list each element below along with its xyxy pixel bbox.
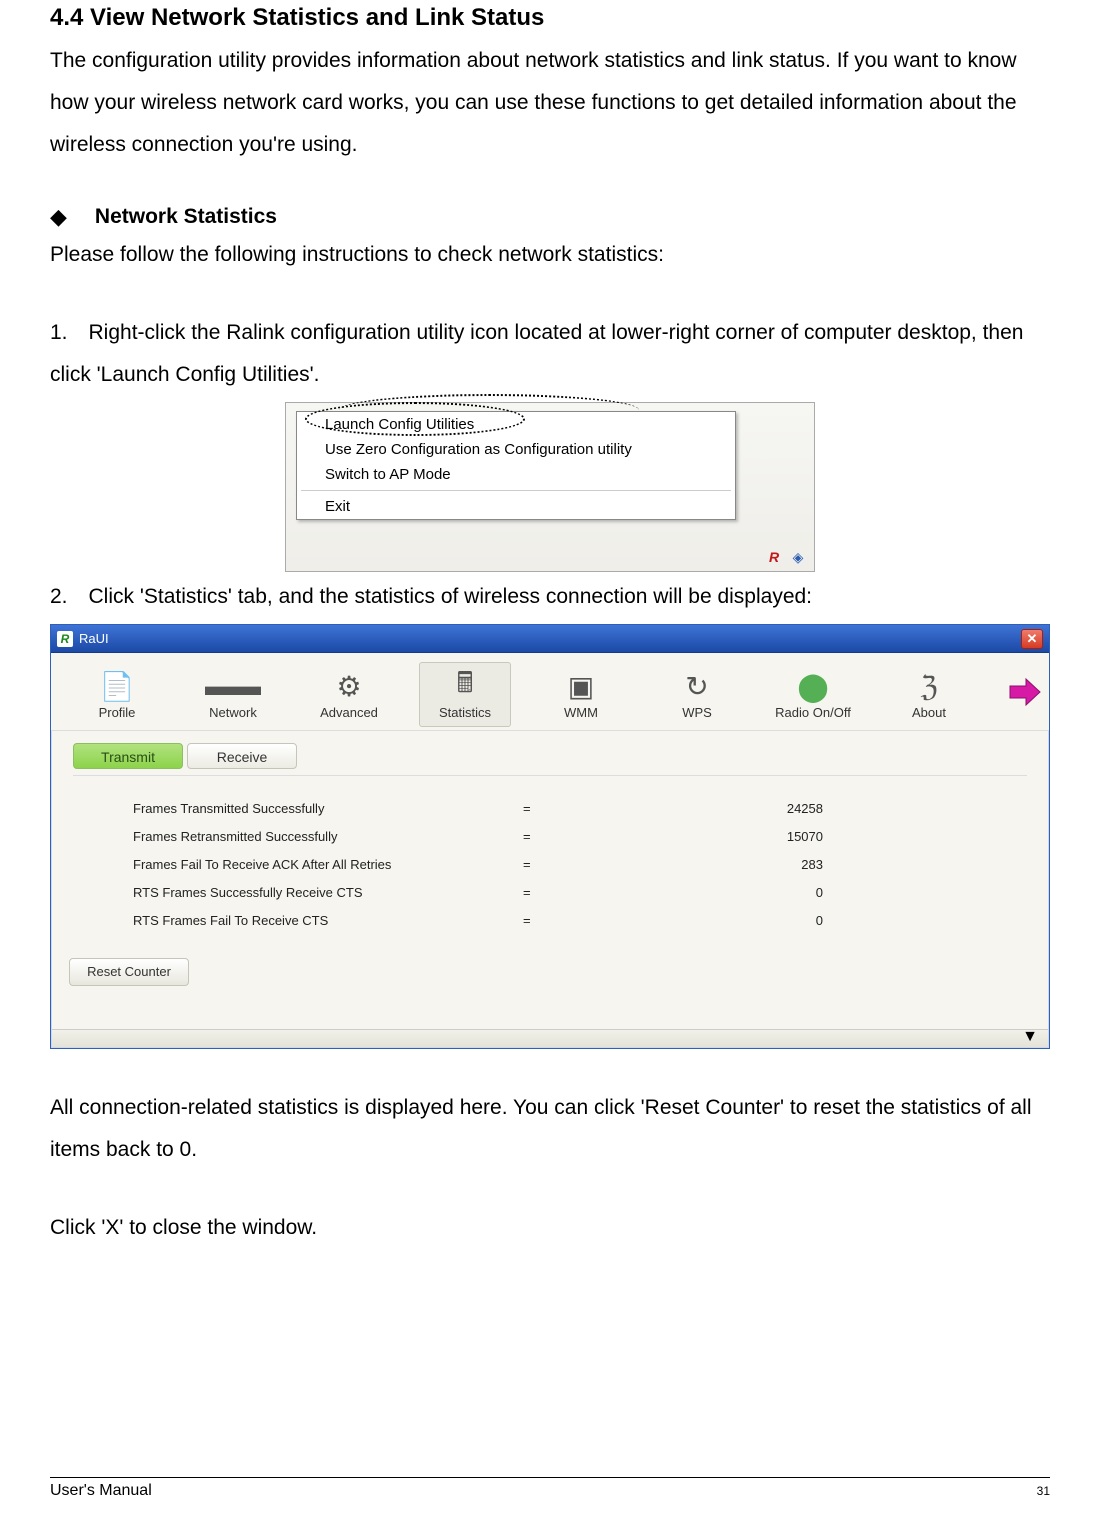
toolbar-label: Radio On/Off: [770, 705, 856, 720]
stats-label: Frames Retransmitted Successfully: [133, 829, 523, 844]
stats-equals: =: [523, 885, 673, 900]
toolbar-about[interactable]: ℨ About: [883, 662, 975, 727]
stats-value: 0: [673, 885, 823, 900]
arrow-right-icon: [1008, 677, 1042, 707]
subtab-receive[interactable]: Receive: [187, 743, 297, 769]
toolbar-wps[interactable]: ↻ WPS: [651, 662, 743, 727]
menu-item-use-zero-config[interactable]: Use Zero Configuration as Configuration …: [297, 437, 735, 462]
reset-counter-button[interactable]: Reset Counter: [69, 958, 189, 986]
toolbar-label: Network: [190, 705, 276, 720]
raui-app-icon: R: [57, 631, 73, 647]
stats-label: RTS Frames Successfully Receive CTS: [133, 885, 523, 900]
system-tray: R ◈: [764, 547, 808, 567]
stats-row: RTS Frames Successfully Receive CTS = 0: [133, 878, 1027, 906]
raui-titlebar: R RaUI ✕: [51, 625, 1049, 653]
step-1: 1. Right-click the Ralink configuration …: [50, 312, 1050, 396]
bullet-text: Please follow the following instructions…: [50, 234, 1050, 276]
raui-toolbar: 📄 Profile ▬▬ Network ⚙ Advanced 🖩 Statis…: [51, 653, 1049, 731]
wps-icon: ↻: [654, 667, 740, 705]
context-menu: Launch Config Utilities Use Zero Configu…: [296, 411, 736, 520]
stats-equals: =: [523, 913, 673, 928]
page-footer: User's Manual 31: [50, 1477, 1050, 1500]
toolbar-label: WMM: [538, 705, 624, 720]
menu-item-exit[interactable]: Exit: [297, 494, 735, 519]
close-icon: ✕: [1027, 631, 1038, 647]
menu-item-label: Switch to AP Mode: [325, 466, 451, 483]
about-icon: ℨ: [886, 667, 972, 705]
radio-icon: ⬤: [770, 667, 856, 705]
toolbar-profile[interactable]: 📄 Profile: [71, 662, 163, 727]
diamond-bullet-icon: ◆: [50, 204, 67, 230]
subtab-transmit[interactable]: Transmit: [73, 743, 183, 769]
ralink-tray-icon[interactable]: R: [764, 547, 784, 567]
toolbar-wmm[interactable]: ▣ WMM: [535, 662, 627, 727]
stats-value: 24258: [673, 801, 823, 816]
menu-item-switch-ap[interactable]: Switch to AP Mode: [297, 462, 735, 487]
footer-page-number: 31: [1037, 1482, 1050, 1500]
toolbar-label: About: [886, 705, 972, 720]
menu-item-label: Launch Config Utilities: [325, 416, 474, 433]
toolbar-label: Advanced: [306, 705, 392, 720]
step-2: 2. Click 'Statistics' tab, and the stati…: [50, 576, 1050, 618]
stats-value: 15070: [673, 829, 823, 844]
highlight-arc-icon: [339, 394, 639, 410]
stats-value: 0: [673, 913, 823, 928]
after-text-2: Click 'X' to close the window.: [50, 1207, 1050, 1249]
menu-separator: [301, 490, 731, 491]
raui-subtabs: Transmit Receive: [51, 731, 1049, 769]
bullet-label: Network Statistics: [95, 205, 277, 229]
toolbar-label: WPS: [654, 705, 740, 720]
stats-row: Frames Retransmitted Successfully = 1507…: [133, 822, 1027, 850]
toolbar-next-arrow[interactable]: [1007, 674, 1043, 710]
network-icon: ▬▬: [190, 667, 276, 705]
footer-rule: [50, 1477, 1050, 1478]
wmm-icon: ▣: [538, 667, 624, 705]
stats-row: Frames Transmitted Successfully = 24258: [133, 794, 1027, 822]
stats-label: Frames Transmitted Successfully: [133, 801, 523, 816]
toolbar-advanced[interactable]: ⚙ Advanced: [303, 662, 395, 727]
network-tray-icon[interactable]: ◈: [788, 547, 808, 567]
profile-icon: 📄: [74, 667, 160, 705]
stats-equals: =: [523, 857, 673, 872]
after-text-1: All connection-related statistics is dis…: [50, 1087, 1050, 1171]
section-intro: The configuration utility provides infor…: [50, 40, 1050, 166]
menu-item-label: Use Zero Configuration as Configuration …: [325, 441, 632, 458]
close-button[interactable]: ✕: [1021, 629, 1043, 649]
stats-equals: =: [523, 801, 673, 816]
stats-label: RTS Frames Fail To Receive CTS: [133, 913, 523, 928]
context-menu-screenshot: Launch Config Utilities Use Zero Configu…: [285, 402, 815, 572]
advanced-icon: ⚙: [306, 667, 392, 705]
expand-down-icon[interactable]: ▼: [1022, 1028, 1038, 1046]
toolbar-statistics[interactable]: 🖩 Statistics: [419, 662, 511, 727]
toolbar-radio[interactable]: ⬤ Radio On/Off: [767, 662, 859, 727]
bullet-row: ◆ Network Statistics: [50, 204, 1050, 230]
statistics-icon: 🖩: [422, 667, 508, 705]
stats-equals: =: [523, 829, 673, 844]
stats-area: Frames Transmitted Successfully = 24258 …: [73, 775, 1027, 934]
menu-item-label: Exit: [325, 498, 350, 515]
section-heading: 4.4 View Network Statistics and Link Sta…: [50, 4, 1050, 32]
stats-label: Frames Fail To Receive ACK After All Ret…: [133, 857, 523, 872]
stats-row: RTS Frames Fail To Receive CTS = 0: [133, 906, 1027, 934]
stats-value: 283: [673, 857, 823, 872]
toolbar-label: Profile: [74, 705, 160, 720]
raui-window: R RaUI ✕ 📄 Profile ▬▬ Network ⚙ Advanced…: [50, 624, 1050, 1049]
toolbar-label: Statistics: [422, 705, 508, 720]
footer-doc-title: User's Manual: [50, 1482, 152, 1500]
raui-title: RaUI: [79, 631, 109, 646]
stats-row: Frames Fail To Receive ACK After All Ret…: [133, 850, 1027, 878]
toolbar-network[interactable]: ▬▬ Network: [187, 662, 279, 727]
menu-item-launch-config[interactable]: Launch Config Utilities: [297, 412, 735, 437]
raui-bottombar: ▼: [52, 1029, 1048, 1047]
